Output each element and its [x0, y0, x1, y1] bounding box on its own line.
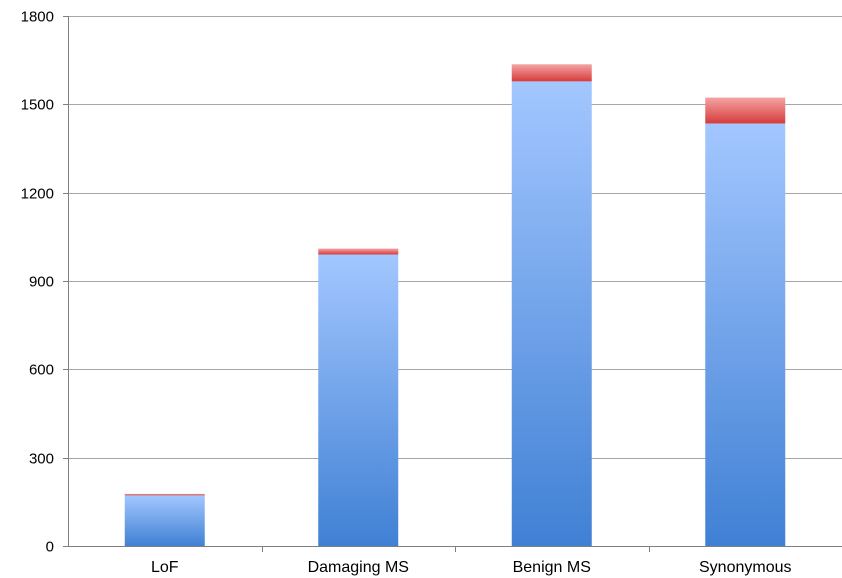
labels: 0 300 600 900 1200 1500 1800 LoF Damaging MS Beni…: [21, 9, 792, 577]
y-tick-label: 900: [29, 274, 54, 291]
x-category-label: LoF: [151, 559, 179, 576]
y-tick-label: 300: [29, 451, 54, 468]
x-category-label: Benign MS: [513, 559, 591, 576]
axes: [63, 16, 842, 552]
bar-lof-segment-1: [124, 495, 205, 546]
bar-benign-ms-segment-1: [511, 81, 592, 546]
bar-lof-segment-2: [124, 493, 205, 496]
y-tick-label: 600: [29, 362, 54, 379]
y-tick-label: 1800: [21, 9, 54, 26]
bar-damaging-ms-segment-1: [318, 254, 399, 546]
bar-benign-ms-segment-2: [511, 64, 592, 82]
bar-damaging-ms-segment-2: [318, 248, 399, 255]
bar-synonymous-segment-1: [705, 123, 786, 546]
y-tick-label: 1500: [21, 97, 54, 114]
bar-synonymous-segment-2: [705, 97, 786, 124]
x-category-label: Synonymous: [699, 559, 792, 576]
y-tick-label: 1200: [21, 186, 54, 203]
bars: [124, 64, 786, 546]
x-category-label: Damaging MS: [308, 559, 409, 576]
y-tick-label: 0: [46, 539, 54, 556]
